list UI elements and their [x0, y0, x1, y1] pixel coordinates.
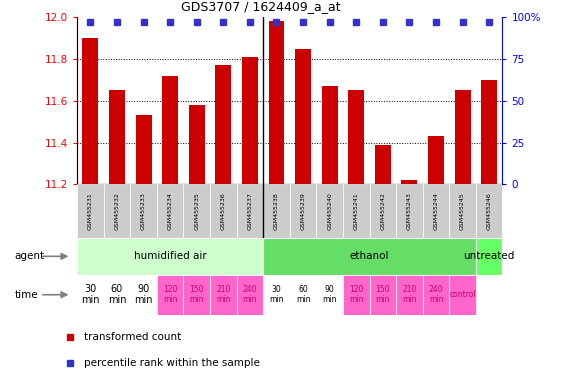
Bar: [481, 80, 497, 184]
Text: 210
min: 210 min: [402, 285, 417, 304]
Bar: [396, 275, 423, 315]
Text: GSM455242: GSM455242: [380, 192, 385, 230]
Bar: [130, 275, 157, 315]
Bar: [369, 184, 396, 238]
Bar: [130, 184, 157, 238]
Bar: [263, 238, 476, 275]
Text: time: time: [14, 290, 38, 300]
Text: untreated: untreated: [464, 251, 515, 262]
Bar: [343, 184, 369, 238]
Text: GSM455239: GSM455239: [300, 192, 305, 230]
Bar: [189, 105, 204, 184]
Text: ethanol: ethanol: [350, 251, 389, 262]
Text: GSM455245: GSM455245: [460, 192, 465, 230]
Text: 120
min: 120 min: [349, 285, 364, 304]
Bar: [263, 184, 290, 238]
Bar: [183, 184, 210, 238]
Text: 30
min: 30 min: [81, 284, 99, 305]
Bar: [348, 90, 364, 184]
Bar: [215, 65, 231, 184]
Text: 120
min: 120 min: [163, 285, 178, 304]
Bar: [210, 184, 236, 238]
Text: 210
min: 210 min: [216, 285, 231, 304]
Bar: [476, 238, 502, 275]
Bar: [401, 180, 417, 184]
Text: GSM455238: GSM455238: [274, 192, 279, 230]
Bar: [343, 275, 369, 315]
Bar: [162, 76, 178, 184]
Text: GSM455240: GSM455240: [327, 192, 332, 230]
Bar: [375, 145, 391, 184]
Bar: [77, 275, 104, 315]
Text: percentile rank within the sample: percentile rank within the sample: [83, 358, 259, 368]
Text: 240
min: 240 min: [429, 285, 443, 304]
Text: GSM455244: GSM455244: [433, 192, 439, 230]
Bar: [316, 184, 343, 238]
Text: GSM455235: GSM455235: [194, 192, 199, 230]
Bar: [423, 184, 449, 238]
Bar: [104, 275, 130, 315]
Text: control: control: [449, 290, 476, 299]
Text: GDS3707 / 1624409_a_at: GDS3707 / 1624409_a_at: [182, 0, 341, 13]
Text: agent: agent: [14, 251, 45, 262]
Text: 60
min: 60 min: [296, 285, 310, 304]
Bar: [157, 275, 183, 315]
Text: 90
min: 90 min: [134, 284, 153, 305]
Bar: [295, 49, 311, 184]
Text: GSM455243: GSM455243: [407, 192, 412, 230]
Bar: [455, 90, 471, 184]
Text: GSM455232: GSM455232: [114, 192, 119, 230]
Bar: [82, 38, 98, 184]
Bar: [369, 275, 396, 315]
Text: GSM455234: GSM455234: [168, 192, 172, 230]
Bar: [289, 275, 316, 315]
Bar: [449, 184, 476, 238]
Bar: [104, 184, 130, 238]
Bar: [268, 22, 284, 184]
Bar: [289, 184, 316, 238]
Text: GSM455237: GSM455237: [247, 192, 252, 230]
Text: GSM455231: GSM455231: [88, 192, 93, 230]
Bar: [321, 86, 337, 184]
Bar: [449, 275, 476, 315]
Bar: [423, 275, 449, 315]
Bar: [77, 238, 263, 275]
Text: GSM455233: GSM455233: [141, 192, 146, 230]
Text: 240
min: 240 min: [243, 285, 257, 304]
Text: 90
min: 90 min: [323, 285, 337, 304]
Bar: [210, 275, 236, 315]
Text: transformed count: transformed count: [83, 333, 181, 343]
Text: 60
min: 60 min: [108, 284, 126, 305]
Text: humidified air: humidified air: [134, 251, 207, 262]
Bar: [242, 57, 258, 184]
Bar: [77, 184, 104, 238]
Text: GSM455241: GSM455241: [354, 192, 359, 230]
Bar: [396, 184, 423, 238]
Bar: [236, 275, 263, 315]
Text: 150
min: 150 min: [190, 285, 204, 304]
Text: GSM455246: GSM455246: [486, 192, 492, 230]
Text: GSM455236: GSM455236: [221, 192, 226, 230]
Bar: [476, 184, 502, 238]
Bar: [428, 136, 444, 184]
Text: 150
min: 150 min: [376, 285, 390, 304]
Bar: [236, 184, 263, 238]
Text: 30
min: 30 min: [270, 285, 284, 304]
Bar: [316, 275, 343, 315]
Bar: [183, 275, 210, 315]
Bar: [135, 116, 151, 184]
Bar: [109, 90, 125, 184]
Bar: [263, 275, 290, 315]
Bar: [157, 184, 183, 238]
